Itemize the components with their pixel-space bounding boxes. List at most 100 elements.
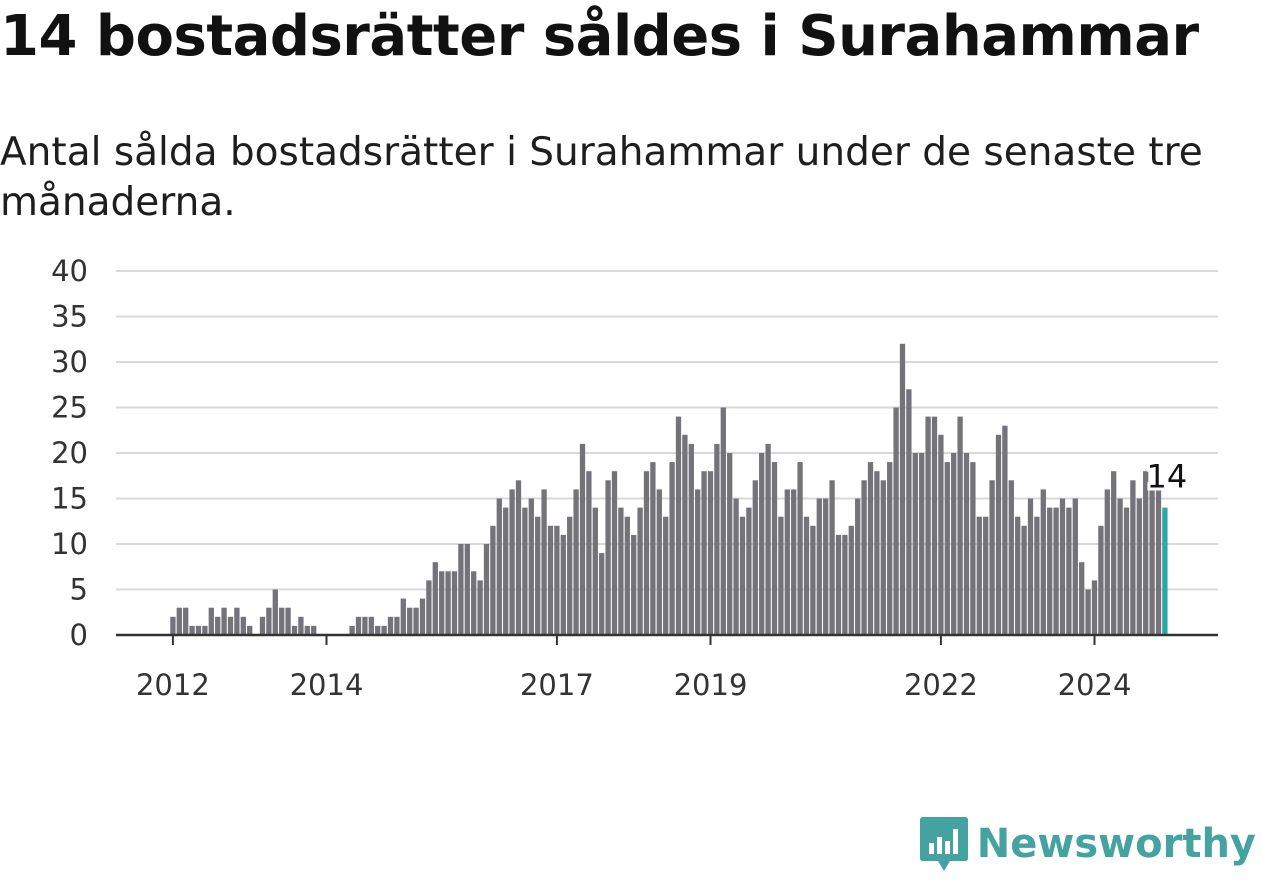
bar <box>682 434 688 635</box>
chart-subtitle: Antal sålda bostadsrätter i Surahammar u… <box>0 130 1203 225</box>
logo-text: Newsworthy <box>976 821 1256 867</box>
bar <box>368 616 374 635</box>
bar <box>432 562 438 635</box>
bar <box>778 516 784 635</box>
bar <box>1104 489 1110 635</box>
bar <box>1098 525 1104 635</box>
bar <box>1117 498 1123 635</box>
bar <box>509 489 515 635</box>
bar <box>880 480 886 635</box>
bar <box>791 489 797 635</box>
bar <box>752 480 758 635</box>
bar <box>611 471 618 635</box>
bar <box>957 416 963 635</box>
bar <box>285 607 291 635</box>
bar <box>272 589 278 635</box>
bar <box>496 498 502 635</box>
bar <box>963 453 970 635</box>
bar <box>1136 498 1142 635</box>
bar <box>695 489 701 635</box>
bar <box>771 462 778 635</box>
bar <box>560 534 566 635</box>
x-tick-label: 2012 <box>136 668 210 702</box>
bar <box>887 462 893 635</box>
bar <box>362 616 368 635</box>
bar <box>426 580 432 635</box>
bar <box>298 616 304 635</box>
y-tick-label: 30 <box>51 345 88 379</box>
bar <box>215 616 221 635</box>
chart-title: 14 bostadsrätter såldes i Surahammar <box>0 4 1199 69</box>
x-tick-label: 2024 <box>1058 668 1132 702</box>
bar <box>983 516 989 635</box>
bar <box>579 443 586 635</box>
bar <box>266 607 272 635</box>
bar <box>535 516 541 635</box>
bar <box>355 616 362 635</box>
bar <box>445 571 451 635</box>
y-tick-label: 0 <box>70 618 88 652</box>
bar <box>176 607 182 635</box>
x-tick-label: 2014 <box>290 668 364 702</box>
bar <box>247 625 253 635</box>
bar <box>1111 471 1117 635</box>
y-tick-label: 20 <box>51 436 88 470</box>
bar <box>304 625 310 635</box>
bar <box>599 553 605 635</box>
bar <box>861 480 867 635</box>
bar <box>624 516 630 635</box>
bar <box>1059 498 1066 635</box>
bar <box>669 462 675 635</box>
bar <box>874 471 880 635</box>
bar <box>631 534 637 635</box>
y-tick-label: 40 <box>51 254 88 288</box>
newsworthy-logo: Newsworthy <box>919 815 1256 873</box>
bar <box>803 516 810 635</box>
bar <box>688 443 694 635</box>
bar <box>727 453 733 635</box>
bar <box>1066 507 1072 635</box>
bar <box>605 480 611 635</box>
y-tick-label: 10 <box>51 527 88 561</box>
bar <box>938 434 944 635</box>
bar <box>919 453 925 635</box>
bar <box>189 625 195 635</box>
bar <box>784 489 790 635</box>
bar <box>528 498 534 635</box>
bar <box>1079 562 1085 635</box>
bar <box>1072 498 1078 635</box>
y-tick-label: 15 <box>51 482 88 516</box>
bar <box>650 462 656 635</box>
bar-chart-icon <box>919 817 968 871</box>
bar <box>1047 507 1053 635</box>
bar <box>720 407 726 635</box>
bar <box>227 616 234 635</box>
bar <box>643 471 650 635</box>
gridlines <box>116 270 1218 591</box>
bar <box>349 625 355 635</box>
bar <box>394 616 400 635</box>
bar <box>490 525 496 635</box>
bar <box>893 407 899 635</box>
bar <box>170 616 176 635</box>
bar <box>419 598 426 635</box>
bar <box>899 343 906 635</box>
bar <box>477 580 483 635</box>
bar <box>835 534 842 635</box>
x-tick-label: 2017 <box>520 668 594 702</box>
bar <box>995 434 1002 635</box>
highlight-bar <box>1162 507 1168 635</box>
bar <box>675 416 682 635</box>
bar <box>816 498 822 635</box>
bar <box>701 471 707 635</box>
bar <box>483 544 490 635</box>
bar <box>1015 516 1021 635</box>
bar <box>1008 480 1014 635</box>
bar <box>759 453 765 635</box>
bar <box>221 607 227 635</box>
bar <box>291 625 298 635</box>
bar-chart: 0 5 10 15 20 25 30 35 40 2012 2014 2017 2019 2022 202… <box>51 254 1218 702</box>
bar <box>867 462 874 635</box>
bar <box>637 507 643 635</box>
bar <box>810 525 816 635</box>
